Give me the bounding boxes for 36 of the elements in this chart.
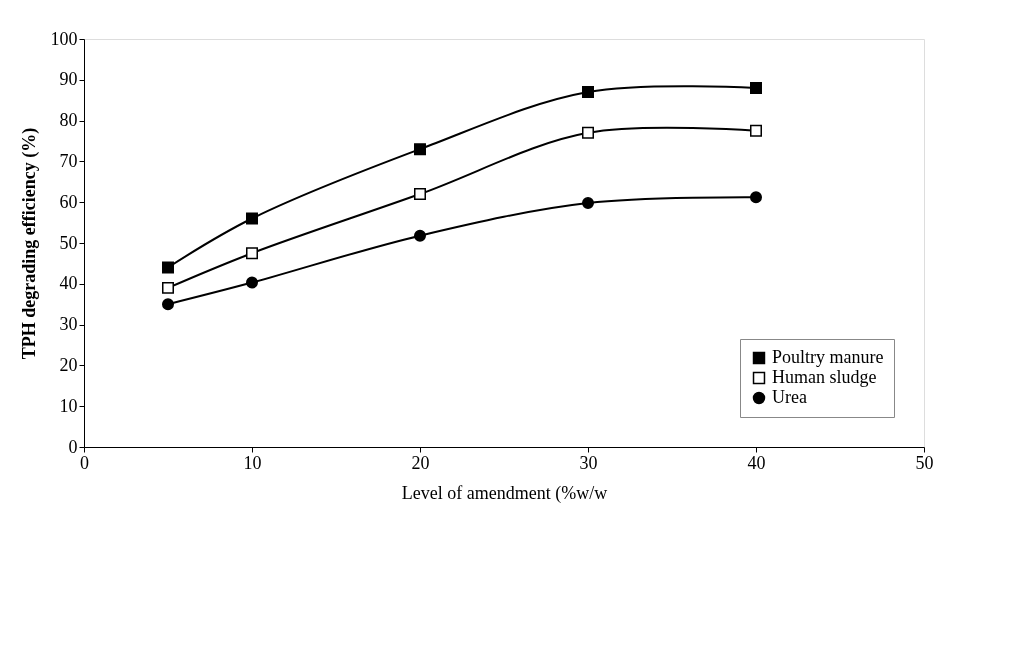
y-tick-label: 40: [59, 273, 78, 294]
x-axis-title: Level of amendment (%w/w: [401, 482, 608, 504]
point: [582, 86, 594, 99]
point: [246, 276, 258, 289]
point: [246, 247, 258, 260]
y-tick-label: 0: [68, 436, 78, 457]
point: [414, 229, 426, 242]
point: [162, 298, 174, 311]
y-tick-label: 100: [50, 28, 78, 49]
legend-label: Human sludge: [772, 367, 877, 387]
y-tick-label: 70: [59, 150, 78, 171]
point: [162, 261, 174, 274]
x-tick-label: 40: [747, 452, 766, 473]
y-tick-label: 20: [59, 354, 78, 375]
point: [750, 191, 762, 204]
y-tick-label: 10: [59, 395, 78, 416]
point: [750, 124, 762, 137]
y-tick-label: 60: [59, 191, 78, 212]
point: [246, 212, 258, 225]
x-tick-label: 50: [915, 452, 934, 473]
x-tick-label: 30: [579, 452, 598, 473]
legend-label: Urea: [772, 387, 807, 407]
legend-label: Poultry manure: [772, 347, 884, 367]
y-tick-label: 50: [59, 232, 78, 253]
y-tick-label: 30: [59, 314, 78, 335]
point: [414, 143, 426, 156]
point: [750, 81, 762, 94]
point: [582, 197, 594, 209]
y-axis-title: TPH degrading efficiency (%): [18, 127, 40, 360]
x-tick-label: 20: [411, 452, 430, 473]
y-tick-label: 90: [59, 69, 78, 90]
x-tick-label: 10: [243, 452, 262, 473]
point: [162, 281, 174, 294]
point: [414, 188, 426, 201]
point: [582, 126, 594, 139]
y-tick-label: 80: [59, 110, 78, 131]
